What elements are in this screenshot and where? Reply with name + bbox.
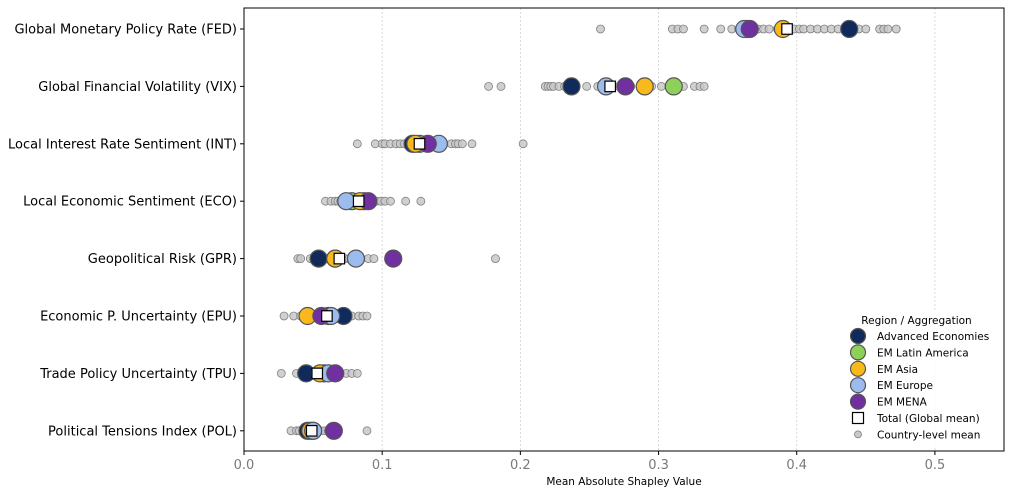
region-point-em-mena bbox=[384, 249, 403, 268]
region-point-em-latin-america bbox=[664, 77, 683, 96]
country-point bbox=[279, 311, 289, 321]
country-point bbox=[716, 24, 726, 34]
legend-marker-em-europe bbox=[849, 377, 867, 394]
region-point-em-europe bbox=[346, 249, 366, 268]
region-point-em-asia bbox=[635, 77, 654, 96]
legend: Region / Aggregation Advanced Economies E… bbox=[843, 312, 998, 447]
total-mean-marker bbox=[305, 424, 318, 437]
x-axis-label: Mean Absolute Shapley Value bbox=[546, 476, 701, 488]
plot-area-frame bbox=[243, 7, 1005, 452]
y-tick-label: Trade Policy Uncertainty (TPU) bbox=[39, 367, 237, 382]
total-mean-layer bbox=[305, 23, 793, 437]
x-tick-label: 0.4 bbox=[786, 458, 807, 473]
y-tick-label: Global Monetary Policy Rate (FED) bbox=[14, 23, 237, 38]
legend-title: Region / Aggregation bbox=[861, 315, 971, 327]
country-point bbox=[518, 139, 528, 149]
total-mean-marker bbox=[604, 80, 617, 93]
legend-marker-em-asia bbox=[849, 360, 867, 377]
x-tick-label: 0.0 bbox=[234, 458, 255, 473]
country-point bbox=[883, 24, 893, 34]
country-point bbox=[352, 368, 362, 378]
country-point bbox=[764, 24, 774, 34]
country-point bbox=[496, 82, 506, 91]
x-tick-label: 0.3 bbox=[648, 458, 669, 473]
country-point bbox=[467, 139, 477, 149]
country-point bbox=[861, 24, 871, 34]
country-point bbox=[656, 82, 666, 91]
region-point-em-mena bbox=[326, 364, 345, 383]
country-point bbox=[679, 24, 688, 34]
y-tick-label: Geopolitical Risk (GPR) bbox=[88, 252, 237, 267]
y-tick-label: Economic P. Uncertainty (EPU) bbox=[40, 310, 237, 325]
gridlines bbox=[381, 8, 936, 451]
country-point bbox=[699, 82, 709, 91]
y-tick-label: Local Interest Rate Sentiment (INT) bbox=[8, 137, 237, 152]
legend-marker-total bbox=[851, 411, 865, 425]
legend-marker-country bbox=[854, 430, 862, 439]
total-mean-marker bbox=[321, 310, 333, 322]
country-point bbox=[276, 368, 286, 378]
country-point bbox=[296, 254, 306, 264]
country-point bbox=[491, 254, 500, 264]
country-point bbox=[416, 196, 426, 206]
country-point bbox=[891, 24, 901, 34]
axes: 0.0 0.1 0.2 0.3 0.4 0.5 Global Monetary Policy… bbox=[8, 23, 945, 474]
y-tick-label: Political Tensions Index (POL) bbox=[48, 424, 237, 439]
region-point-advanced-economies bbox=[840, 19, 859, 39]
country-point bbox=[582, 82, 592, 91]
legend-label: Advanced Economies bbox=[877, 331, 989, 343]
region-point-advanced-economies bbox=[562, 77, 581, 96]
y-tick-label: Local Economic Sentiment (ECO) bbox=[23, 195, 237, 210]
total-mean-marker bbox=[781, 23, 793, 35]
legend-label: EM Europe bbox=[877, 380, 933, 392]
country-point bbox=[457, 139, 467, 149]
region-point-em-mena bbox=[616, 77, 635, 96]
legend-entries: Advanced Economies EM Latin America EM Asi… bbox=[849, 327, 989, 441]
legend-marker-advanced-economies bbox=[849, 327, 867, 345]
x-tick-label: 0.5 bbox=[925, 458, 946, 473]
region-point-em-mena bbox=[324, 421, 343, 440]
region-point-advanced-economies bbox=[309, 249, 328, 268]
x-tick-label: 0.1 bbox=[372, 458, 393, 473]
country-point bbox=[362, 311, 372, 321]
country-point bbox=[369, 254, 379, 264]
legend-marker-em-mena bbox=[849, 393, 867, 410]
legend-label: EM MENA bbox=[877, 397, 928, 409]
legend-label: EM Asia bbox=[877, 364, 918, 376]
country-point bbox=[699, 24, 709, 34]
country-point bbox=[386, 196, 395, 206]
legend-label: Country-level mean bbox=[877, 429, 980, 441]
total-mean-marker bbox=[333, 252, 346, 265]
country-point bbox=[596, 24, 605, 34]
region-points-layer bbox=[297, 19, 859, 440]
country-points-layer bbox=[276, 24, 901, 436]
country-point bbox=[484, 82, 493, 91]
y-tick-label: Global Financial Volatility (VIX) bbox=[38, 80, 237, 95]
total-mean-marker bbox=[413, 137, 426, 150]
legend-box bbox=[843, 312, 998, 447]
legend-label: Total (Global mean) bbox=[876, 413, 980, 425]
region-point-em-europe bbox=[337, 192, 356, 211]
region-point-em-mena bbox=[740, 19, 759, 39]
legend-marker-em-latin-america bbox=[849, 344, 867, 361]
total-mean-marker bbox=[352, 195, 365, 208]
country-point bbox=[362, 426, 372, 436]
country-point bbox=[352, 139, 362, 149]
total-mean-marker bbox=[311, 367, 324, 380]
country-point bbox=[401, 196, 411, 206]
legend-label: EM Latin America bbox=[877, 347, 969, 359]
x-tick-label: 0.2 bbox=[510, 458, 531, 473]
